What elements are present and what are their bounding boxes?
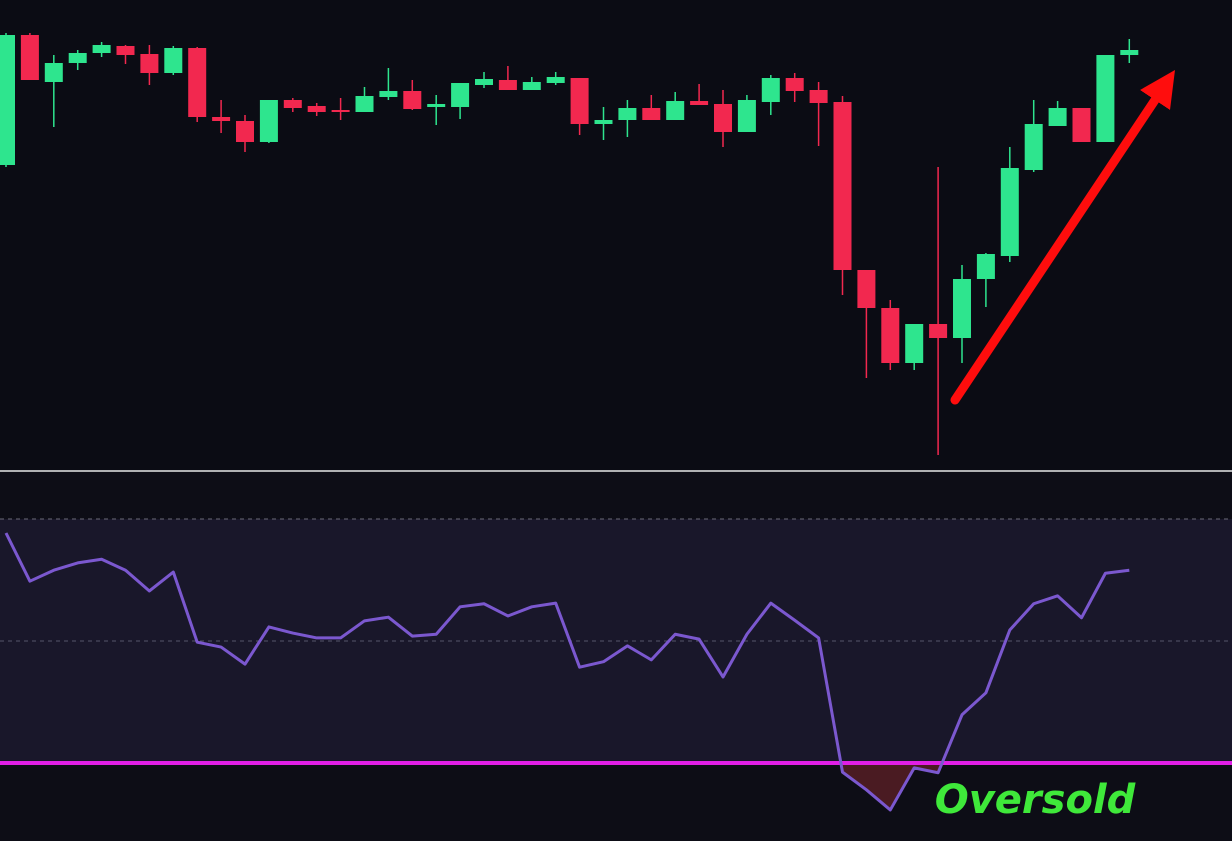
candle-body <box>737 100 756 132</box>
candle-body <box>690 101 709 105</box>
candle-body <box>498 80 517 90</box>
candle-body <box>140 54 159 73</box>
price-pane <box>0 0 1232 470</box>
trend-arrow <box>950 70 1175 405</box>
candle-body <box>1120 50 1139 55</box>
candle-body <box>546 77 565 83</box>
candle-body <box>976 254 995 279</box>
candle-body <box>809 90 828 103</box>
candle-body <box>331 110 350 112</box>
candle-body <box>307 106 326 112</box>
candle-body <box>1024 124 1043 170</box>
candle-body <box>594 120 613 124</box>
rsi-line <box>4 532 1130 812</box>
candle-body <box>236 121 254 142</box>
candle-body <box>188 48 207 117</box>
candle-body <box>68 53 87 63</box>
candle-body <box>785 78 804 91</box>
candle-body <box>570 78 589 124</box>
candle-body <box>283 100 302 108</box>
candle-body <box>881 308 900 363</box>
candle-body <box>20 35 39 80</box>
candle-body <box>1096 55 1115 142</box>
candle-body <box>212 117 231 121</box>
candle-body <box>44 63 63 82</box>
candle-body <box>929 324 948 338</box>
candle-body <box>1072 108 1091 142</box>
candle-body <box>451 83 470 107</box>
candle-body <box>379 91 398 97</box>
annotation: Oversold <box>935 777 1136 823</box>
candle-body <box>403 91 422 109</box>
candle-body <box>833 102 852 270</box>
candle-body <box>953 279 971 338</box>
candle-body <box>522 82 541 90</box>
candle-body <box>259 100 278 142</box>
candles <box>0 33 1139 455</box>
candle-body <box>164 48 183 73</box>
candle-body <box>905 324 924 363</box>
candle-body <box>666 101 685 120</box>
candle-body <box>0 35 15 165</box>
candle-body <box>427 104 446 107</box>
candle-body <box>116 46 135 55</box>
candle-body <box>1000 168 1019 256</box>
candle-body <box>475 79 493 85</box>
candle-body <box>1048 108 1067 126</box>
candle-body <box>761 78 780 102</box>
candle-body <box>92 45 111 53</box>
candle-body <box>618 108 637 120</box>
candle-body <box>355 96 374 112</box>
candle-body <box>714 104 732 132</box>
candle-body <box>642 108 661 120</box>
candle-body <box>857 270 876 308</box>
rsi <box>0 518 1232 812</box>
